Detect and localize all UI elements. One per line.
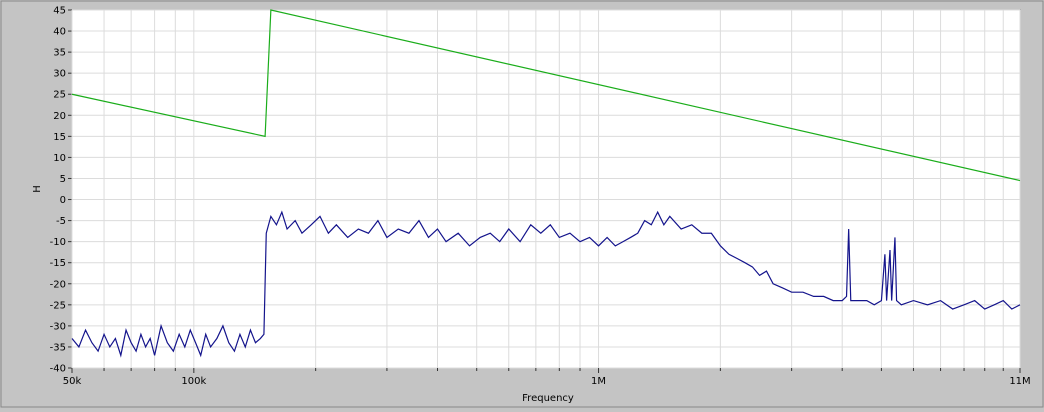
y-tick-label: 25 bbox=[53, 90, 66, 101]
y-tick-label: -35 bbox=[50, 342, 66, 353]
y-tick-label: 15 bbox=[53, 132, 66, 143]
y-tick-label: -25 bbox=[50, 300, 66, 311]
y-tick-label: 0 bbox=[60, 195, 66, 206]
y-tick-label: 30 bbox=[53, 69, 66, 80]
series-line bbox=[71, 9, 1021, 182]
y-tick-label: -5 bbox=[56, 216, 66, 227]
y-tick-label: 10 bbox=[53, 153, 66, 164]
x-tick-label: 50k bbox=[63, 376, 82, 387]
y-tick-label: 40 bbox=[53, 27, 66, 38]
y-tick-label: 20 bbox=[53, 111, 66, 122]
y-tick-label: -40 bbox=[50, 364, 66, 375]
y-tick-label: 5 bbox=[60, 174, 66, 185]
y-tick-label: -10 bbox=[50, 237, 66, 248]
y-tick-label: -20 bbox=[50, 279, 66, 290]
x-tick-label: 100k bbox=[181, 376, 206, 387]
y-tick-label: -15 bbox=[50, 258, 66, 269]
x-tick-label: 1M bbox=[591, 376, 606, 387]
y-tick-label: 35 bbox=[53, 48, 66, 59]
y-axis-label: H bbox=[32, 185, 43, 193]
y-tick-label: 45 bbox=[53, 6, 66, 17]
x-tick-label: 11M bbox=[1009, 376, 1030, 387]
y-tick-label: -30 bbox=[50, 321, 66, 332]
plot-area bbox=[71, 9, 1021, 369]
series-line bbox=[71, 210, 1021, 358]
x-axis-label: Frequency bbox=[522, 393, 574, 404]
